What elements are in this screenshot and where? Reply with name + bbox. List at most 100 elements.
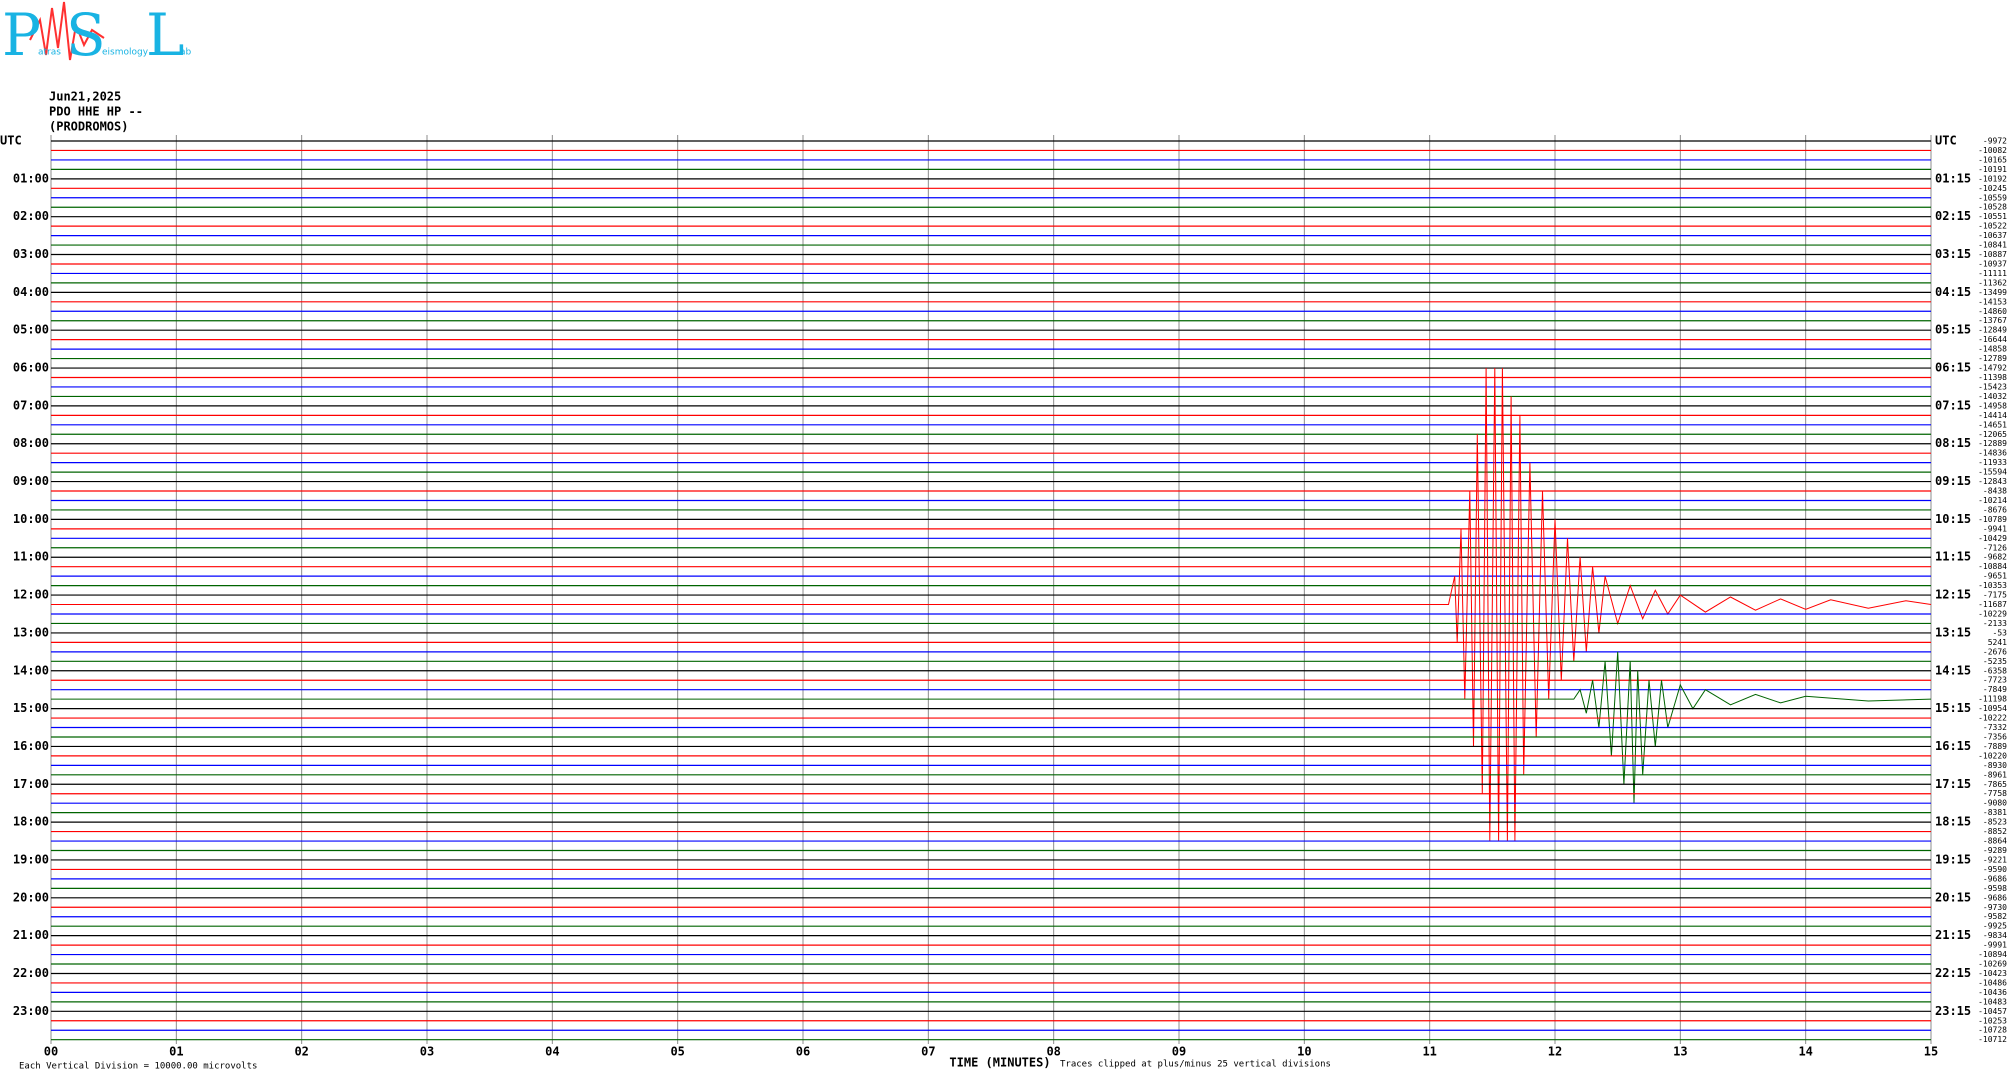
offset-label: -9582 xyxy=(1983,912,2007,921)
left-time-label: 04:00 xyxy=(13,285,49,299)
offset-label: -14651 xyxy=(1978,420,2007,429)
offset-label: -14153 xyxy=(1978,297,2007,306)
right-time-label: 21:15 xyxy=(1935,928,1971,942)
offset-label: -10222 xyxy=(1978,714,2007,723)
offset-label: -9289 xyxy=(1983,846,2007,855)
offset-label: -9925 xyxy=(1983,922,2007,931)
offset-label: -10229 xyxy=(1978,610,2007,619)
offset-label: -10937 xyxy=(1978,259,2007,268)
left-time-label: 05:00 xyxy=(13,323,49,337)
site: (PRODROMOS) xyxy=(49,120,128,134)
offset-label: -9682 xyxy=(1983,553,2007,562)
offset-label: -7356 xyxy=(1983,732,2007,741)
logo: P atras S eismology L ab xyxy=(2,1,192,69)
offset-label: -53 xyxy=(1993,628,2008,637)
offset-label: -14836 xyxy=(1978,449,2007,458)
left-time-label: 03:00 xyxy=(13,247,49,261)
offset-label: -10894 xyxy=(1978,950,2007,959)
offset-label: -10220 xyxy=(1978,751,2007,760)
offset-label: -15594 xyxy=(1978,468,2007,477)
offset-label: -8864 xyxy=(1983,837,2007,846)
offset-label: -10429 xyxy=(1978,534,2007,543)
offset-label: -11362 xyxy=(1978,278,2007,287)
offset-label: -14414 xyxy=(1978,411,2007,420)
offset-label: -10789 xyxy=(1978,515,2007,524)
offset-label: -11687 xyxy=(1978,600,2007,609)
right-time-label: 04:15 xyxy=(1935,285,1971,299)
offset-label: -13767 xyxy=(1978,316,2007,325)
x-tick-label: 01 xyxy=(169,1045,183,1059)
offset-label: -10253 xyxy=(1978,1016,2007,1025)
scale-note: Each Vertical Division = 10000.00 microv… xyxy=(19,1062,257,1072)
right-time-label: 23:15 xyxy=(1935,1004,1971,1018)
logo-text: eismology xyxy=(102,48,149,58)
offset-label: 5241 xyxy=(1988,638,2007,647)
offset-label: -10884 xyxy=(1978,562,2007,571)
x-tick-label: 07 xyxy=(921,1045,935,1059)
offset-label: -8930 xyxy=(1983,761,2007,770)
left-time-label: 23:00 xyxy=(13,1004,49,1018)
right-time-label: 18:15 xyxy=(1935,815,1971,829)
left-time-label: 22:00 xyxy=(13,966,49,980)
offset-label: -9941 xyxy=(1983,524,2007,533)
left-time-label: 11:00 xyxy=(13,550,49,564)
offset-label: -11111 xyxy=(1978,269,2007,278)
offset-label: -11933 xyxy=(1978,458,2007,467)
offset-label: -7332 xyxy=(1983,723,2007,732)
right-time-label: 08:15 xyxy=(1935,436,1971,450)
left-time-label: 12:00 xyxy=(13,588,49,602)
left-time-label: 14:00 xyxy=(13,663,49,677)
right-time-label: 22:15 xyxy=(1935,966,1971,980)
offset-label: -10728 xyxy=(1978,1026,2007,1035)
right-time-label: 06:15 xyxy=(1935,361,1971,375)
offset-label: -7126 xyxy=(1983,543,2007,552)
offset-label: -10191 xyxy=(1978,165,2007,174)
left-time-label: 10:00 xyxy=(13,512,49,526)
offset-label: -9972 xyxy=(1983,137,2007,146)
right-time-label: 17:15 xyxy=(1935,777,1971,791)
date: Jun21,2025 xyxy=(49,90,121,104)
offset-label: -10165 xyxy=(1978,155,2007,164)
offset-label: -7849 xyxy=(1983,685,2007,694)
left-time-label: 09:00 xyxy=(13,474,49,488)
offset-label: -8523 xyxy=(1983,818,2007,827)
offset-label: -5235 xyxy=(1983,657,2007,666)
offset-label: -8676 xyxy=(1983,505,2007,514)
offset-label: -12849 xyxy=(1978,326,2007,335)
x-tick-label: 11 xyxy=(1422,1045,1436,1059)
offset-label: -10214 xyxy=(1978,496,2007,505)
offset-label: -9651 xyxy=(1983,572,2007,581)
right-time-label: UTC xyxy=(1935,134,1957,148)
x-tick-label: 00 xyxy=(44,1045,58,1059)
offset-label: -7758 xyxy=(1983,789,2007,798)
x-tick-label: 15 xyxy=(1924,1045,1938,1059)
logo-text: atras xyxy=(38,48,61,58)
offset-label: -9590 xyxy=(1983,865,2007,874)
right-time-label: 05:15 xyxy=(1935,323,1971,337)
right-time-label: 10:15 xyxy=(1935,512,1971,526)
offset-label: -14860 xyxy=(1978,307,2007,316)
left-time-label: 02:00 xyxy=(13,209,49,223)
offset-label: -10457 xyxy=(1978,1007,2007,1016)
left-time-label: 13:00 xyxy=(13,625,49,639)
offset-label: -7889 xyxy=(1983,742,2007,751)
offset-label: -12889 xyxy=(1978,439,2007,448)
left-time-label: UTC xyxy=(0,134,22,148)
offset-label: -2133 xyxy=(1983,619,2007,628)
right-time-label: 12:15 xyxy=(1935,588,1971,602)
offset-label: -9686 xyxy=(1983,874,2007,883)
offset-label: -14032 xyxy=(1978,392,2007,401)
left-time-label: 18:00 xyxy=(13,815,49,829)
offset-label: -8961 xyxy=(1983,770,2007,779)
x-tick-label: 04 xyxy=(545,1045,559,1059)
right-time-label: 11:15 xyxy=(1935,550,1971,564)
offset-label: -8852 xyxy=(1983,827,2007,836)
x-tick-label: 08 xyxy=(1046,1045,1060,1059)
offset-label: -10423 xyxy=(1978,969,2007,978)
offset-label: -10082 xyxy=(1978,146,2007,155)
offset-label: -10245 xyxy=(1978,184,2007,193)
x-tick-label: 03 xyxy=(420,1045,434,1059)
right-time-label: 20:15 xyxy=(1935,890,1971,904)
offset-label: -10637 xyxy=(1978,231,2007,240)
offset-label: -10522 xyxy=(1978,222,2007,231)
